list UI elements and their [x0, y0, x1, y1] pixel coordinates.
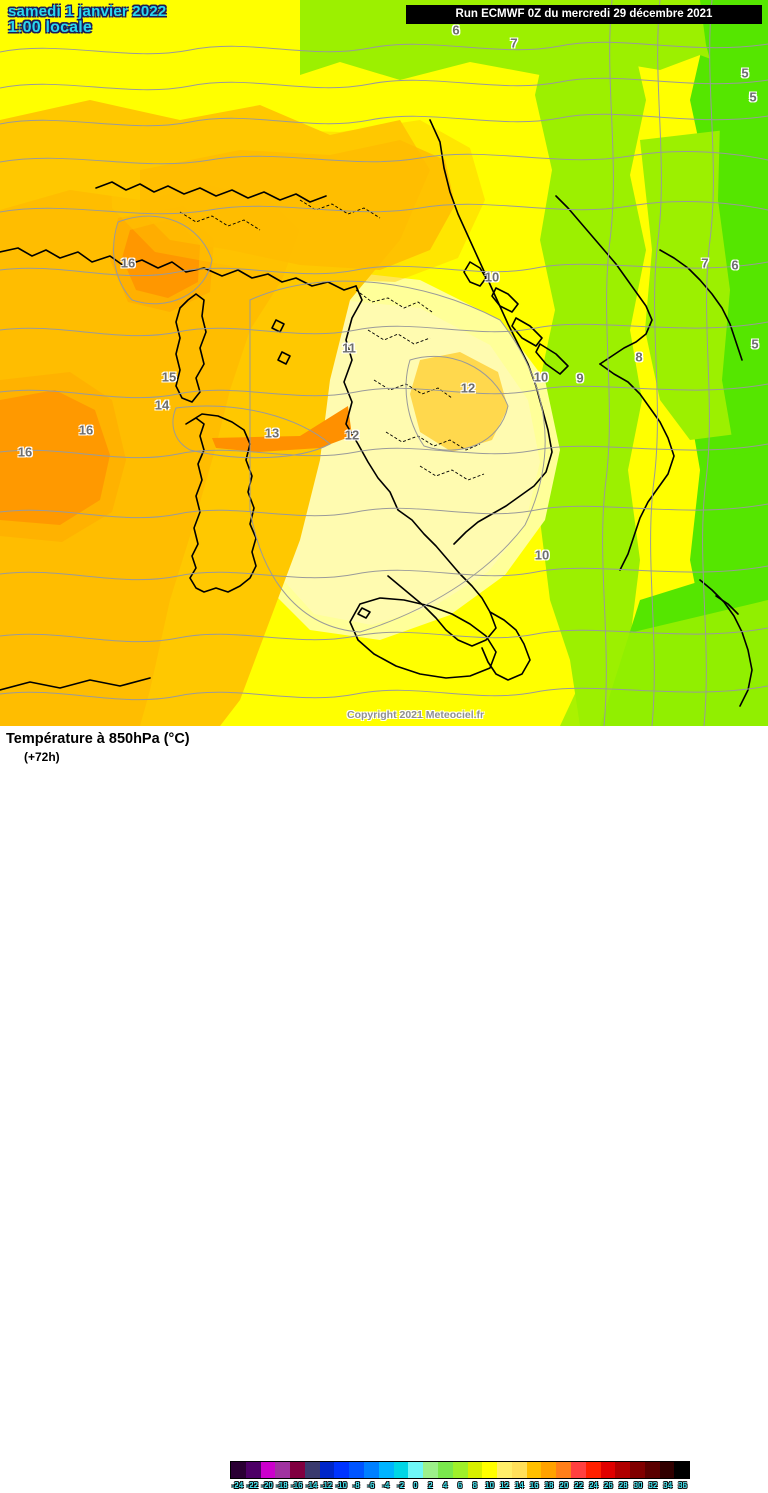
- color-swatch-2: [423, 1462, 438, 1478]
- color-swatch--4: [378, 1462, 394, 1478]
- color-swatch-36: [674, 1462, 690, 1478]
- color-swatch-30: [630, 1462, 645, 1478]
- color-swatch-10: [482, 1462, 498, 1478]
- color-swatch-8: [467, 1462, 483, 1478]
- color-swatch--24: [231, 1462, 246, 1478]
- color-scale-tick-34: 34: [663, 1481, 673, 1490]
- color-swatch-28: [615, 1462, 631, 1478]
- color-scale-tick-10: 10: [485, 1481, 495, 1490]
- color-scale-tick-4: 4: [442, 1481, 448, 1490]
- model-run-banner: Run ECMWF 0Z du mercredi 29 décembre 202…: [406, 5, 762, 24]
- color-scale-tick-2: 2: [428, 1481, 433, 1490]
- color-swatch--10: [334, 1462, 350, 1478]
- color-scale-tick--10: -10: [335, 1481, 348, 1490]
- color-scale-tick-20: 20: [559, 1481, 569, 1490]
- color-swatch--2: [393, 1462, 409, 1478]
- color-scale-ticks: -24 -22 -20 -18 -16 -14 -12 -10 -8 -6 -4 -2 0 2 4 6 8 10 1…: [230, 1481, 690, 1493]
- color-scale-tick-36: 36: [678, 1481, 688, 1490]
- color-swatch--18: [275, 1462, 291, 1478]
- temp-band-orange-west: [0, 390, 110, 525]
- temp-band-orange-west2: [0, 372, 126, 542]
- color-swatch-12: [497, 1462, 512, 1478]
- color-scale-tick--16: -16: [290, 1481, 303, 1490]
- temperature-map[interactable]: samedi 1 janvier 2022 1:00 locale Run EC…: [0, 0, 768, 726]
- color-scale-tick-0: 0: [413, 1481, 418, 1490]
- color-swatch-20: [556, 1462, 571, 1478]
- color-swatch-4: [437, 1462, 453, 1478]
- color-swatch-22: [570, 1462, 586, 1478]
- temp-band-gold-deep: [0, 185, 300, 726]
- color-scale-tick--22: -22: [246, 1481, 259, 1490]
- color-scale-tick--8: -8: [352, 1481, 360, 1490]
- color-scale-tick--18: -18: [276, 1481, 288, 1490]
- color-scale-tick-24: 24: [589, 1481, 598, 1490]
- legend-footer: Température à 850hPa (°C) (+72h) -24 -22-…: [0, 726, 768, 1490]
- color-scale-tick--2: -2: [397, 1481, 405, 1490]
- color-scale-tick-8: 8: [472, 1481, 478, 1490]
- legend-lead-time: (+72h): [24, 750, 60, 764]
- color-scale-tick-12: 12: [500, 1481, 509, 1490]
- forecast-time: 1:00 locale: [8, 18, 93, 36]
- color-scale-tick--24: -24: [231, 1481, 244, 1490]
- color-scale-tick-30: 30: [633, 1481, 643, 1490]
- color-swatch-18: [541, 1462, 557, 1478]
- color-scale-tick-32: 32: [648, 1481, 658, 1490]
- color-scale-tick-22: 22: [574, 1481, 584, 1490]
- color-swatch-34: [659, 1462, 675, 1478]
- temp-band-green-east-strip: [718, 115, 768, 455]
- color-swatch-6: [452, 1462, 468, 1478]
- color-swatch--6: [364, 1462, 379, 1478]
- color-scale-tick--4: -4: [382, 1481, 390, 1490]
- color-swatch--16: [290, 1462, 305, 1478]
- temp-band-6-8: [535, 0, 708, 726]
- temp-band-central-gold: [410, 352, 508, 452]
- temp-band-orange-streak: [212, 406, 352, 452]
- color-swatch-14: [511, 1462, 527, 1478]
- color-scale-tick--14: -14: [305, 1481, 318, 1490]
- color-scale-tick-26: 26: [603, 1481, 613, 1490]
- legend-title: Température à 850hPa (°C): [6, 731, 190, 747]
- isotherm-contour-layer: [0, 0, 768, 726]
- color-swatch--14: [304, 1462, 320, 1478]
- color-swatch--22: [245, 1462, 261, 1478]
- temp-band-green-se2: [560, 600, 768, 726]
- color-scale-tick-16: 16: [529, 1481, 539, 1490]
- color-scale-bar[interactable]: [230, 1461, 690, 1479]
- color-swatch-32: [644, 1462, 660, 1478]
- color-scale-tick-18: 18: [544, 1481, 554, 1490]
- map-canvas: [0, 0, 768, 726]
- coastline-layer: [0, 119, 753, 707]
- color-scale-tick-28: 28: [618, 1481, 628, 1490]
- temp-band-po-orange: [140, 140, 455, 270]
- temp-band-deep-green: [700, 0, 768, 140]
- color-scale-tick--20: -20: [261, 1481, 273, 1490]
- color-scale-tick-14: 14: [514, 1481, 524, 1490]
- color-scale-tick--6: -6: [367, 1481, 375, 1490]
- model-run-label: Run ECMWF 0Z du mercredi 29 décembre 202…: [455, 8, 713, 20]
- color-swatch-16: [526, 1462, 542, 1478]
- color-swatch--8: [349, 1462, 365, 1478]
- color-swatch-24: [585, 1462, 601, 1478]
- color-swatch-0: [408, 1462, 424, 1478]
- forecast-date: samedi 1 janvier 2022: [8, 3, 167, 20]
- color-scale-tick--12: -12: [320, 1481, 333, 1490]
- copyright-notice: Copyright 2021 Meteociel.fr: [347, 709, 485, 721]
- color-swatch--20: [260, 1462, 276, 1478]
- color-swatch-26: [600, 1462, 616, 1478]
- color-swatch--12: [319, 1462, 335, 1478]
- forecast-datetime-banner: samedi 1 janvier 2022 1:00 locale: [8, 4, 166, 37]
- color-scale-tick-6: 6: [457, 1481, 463, 1490]
